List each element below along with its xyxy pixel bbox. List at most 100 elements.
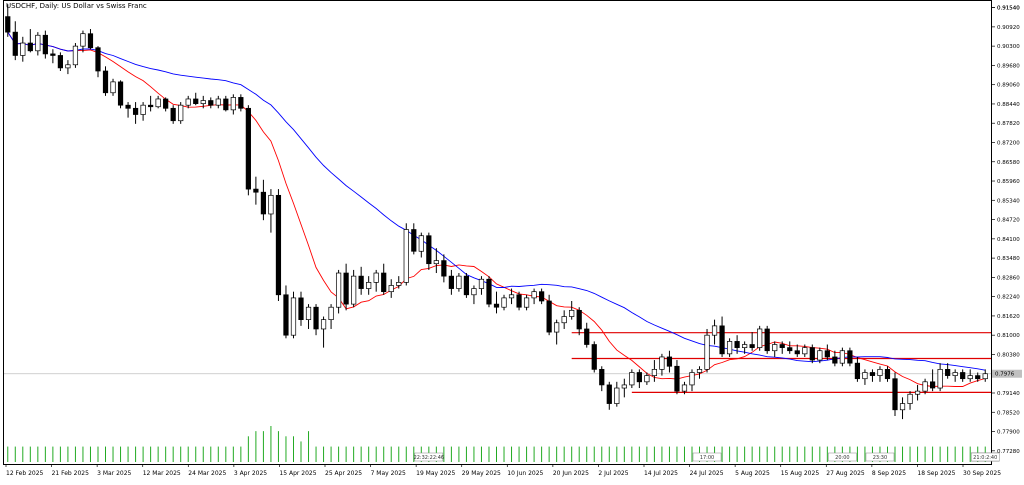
candle <box>877 366 883 382</box>
candle <box>899 397 906 420</box>
candle-body <box>388 285 394 293</box>
candle <box>403 223 409 286</box>
candle-body <box>501 297 507 308</box>
candle-body <box>268 194 274 215</box>
price-tick-label: 0.80380 <box>997 352 1020 358</box>
candle <box>381 263 387 295</box>
candle <box>448 269 454 295</box>
candle-body <box>343 272 349 305</box>
candle <box>35 32 41 56</box>
candle-body <box>486 278 492 305</box>
candle-body <box>757 328 763 348</box>
candle-body <box>539 291 545 302</box>
candle <box>478 276 485 295</box>
candle-body <box>681 384 688 392</box>
candle-body <box>80 33 86 47</box>
time-marker-box <box>970 452 1000 462</box>
price-tick-label: 0.82860 <box>997 275 1020 281</box>
candle-body <box>726 341 733 355</box>
candle-body <box>982 373 988 380</box>
candle-body <box>193 98 199 104</box>
time-marker-label: 23:30 <box>873 455 887 461</box>
candle <box>817 347 823 364</box>
candle <box>328 304 334 329</box>
time-markers: 22:32:22:4617:0020:0023:3021:10:0021:2:2… <box>414 452 1000 462</box>
candle <box>27 29 33 53</box>
candle-body <box>358 275 364 289</box>
candle <box>125 102 131 118</box>
time-tick-label: 3 Mar 2025 <box>97 470 131 477</box>
candle-body <box>854 362 861 380</box>
candle-body <box>576 309 582 330</box>
price-tick-label: 0.78520 <box>997 410 1020 416</box>
candle-body <box>478 278 485 289</box>
candle <box>351 269 357 308</box>
candle-body <box>772 344 778 352</box>
candle-body <box>245 107 251 190</box>
candle <box>914 384 921 401</box>
candle <box>734 335 740 354</box>
candle <box>794 344 800 357</box>
candle-body <box>132 107 139 115</box>
candle-body <box>809 347 815 361</box>
candle-body <box>651 369 658 376</box>
candle-body <box>313 306 319 330</box>
time-tick-label: 25 Apr 2025 <box>325 470 362 477</box>
time-tick-label: 20 Jun 2025 <box>553 470 589 477</box>
candle <box>223 95 229 112</box>
time-tick-label: 7 May 2025 <box>371 470 406 477</box>
candle-body <box>290 297 297 336</box>
candle-body <box>351 275 357 305</box>
candle <box>275 189 282 301</box>
chart-title: USDCHF, Daily: US Dollar vs Swiss Franc <box>6 2 147 10</box>
candle-body <box>546 300 552 333</box>
candle-body <box>877 369 883 376</box>
candle-body <box>937 369 943 389</box>
candle-body <box>381 272 387 293</box>
candle <box>20 36 26 62</box>
candle-body <box>711 325 718 336</box>
candle-body <box>155 98 161 108</box>
candle-body <box>764 328 770 352</box>
candle <box>945 363 951 379</box>
candle-body <box>516 294 522 308</box>
candle <box>298 291 304 326</box>
time-tick-label: 14 Jul 2025 <box>644 470 678 477</box>
candle <box>982 369 988 382</box>
candle <box>283 285 289 339</box>
candle-body <box>584 328 590 345</box>
candle-body <box>930 381 936 389</box>
candle <box>651 360 658 382</box>
candle <box>305 304 312 329</box>
candle <box>65 60 71 75</box>
candle-body <box>448 275 454 289</box>
price-tick-label: 0.82240 <box>997 295 1020 301</box>
candle <box>809 344 815 364</box>
candle-body <box>163 98 169 109</box>
candle <box>441 254 447 283</box>
candle-body <box>328 306 334 320</box>
candle-body <box>305 306 312 320</box>
candle-body <box>200 100 206 104</box>
candle <box>704 328 710 373</box>
candle-body <box>689 372 695 386</box>
candle <box>681 381 688 395</box>
price-tick-label: 0.85340 <box>997 198 1020 204</box>
candle <box>418 232 424 258</box>
time-tick-label: 27 Aug 2025 <box>826 470 865 477</box>
candle <box>42 30 48 59</box>
candle-body <box>230 97 236 111</box>
price-tick-label: 0.83480 <box>997 256 1020 262</box>
candle <box>501 294 507 311</box>
time-tick-label: 29 May 2025 <box>462 470 501 477</box>
candle-body <box>87 33 94 49</box>
candle-body <box>27 42 33 52</box>
candle-body <box>847 350 853 364</box>
candle-body <box>102 70 109 94</box>
time-tick-label: 2 Jul 2025 <box>598 470 628 477</box>
candle-body <box>396 282 402 286</box>
price-tick-label: 0.81620 <box>997 314 1020 320</box>
candle <box>779 341 785 354</box>
